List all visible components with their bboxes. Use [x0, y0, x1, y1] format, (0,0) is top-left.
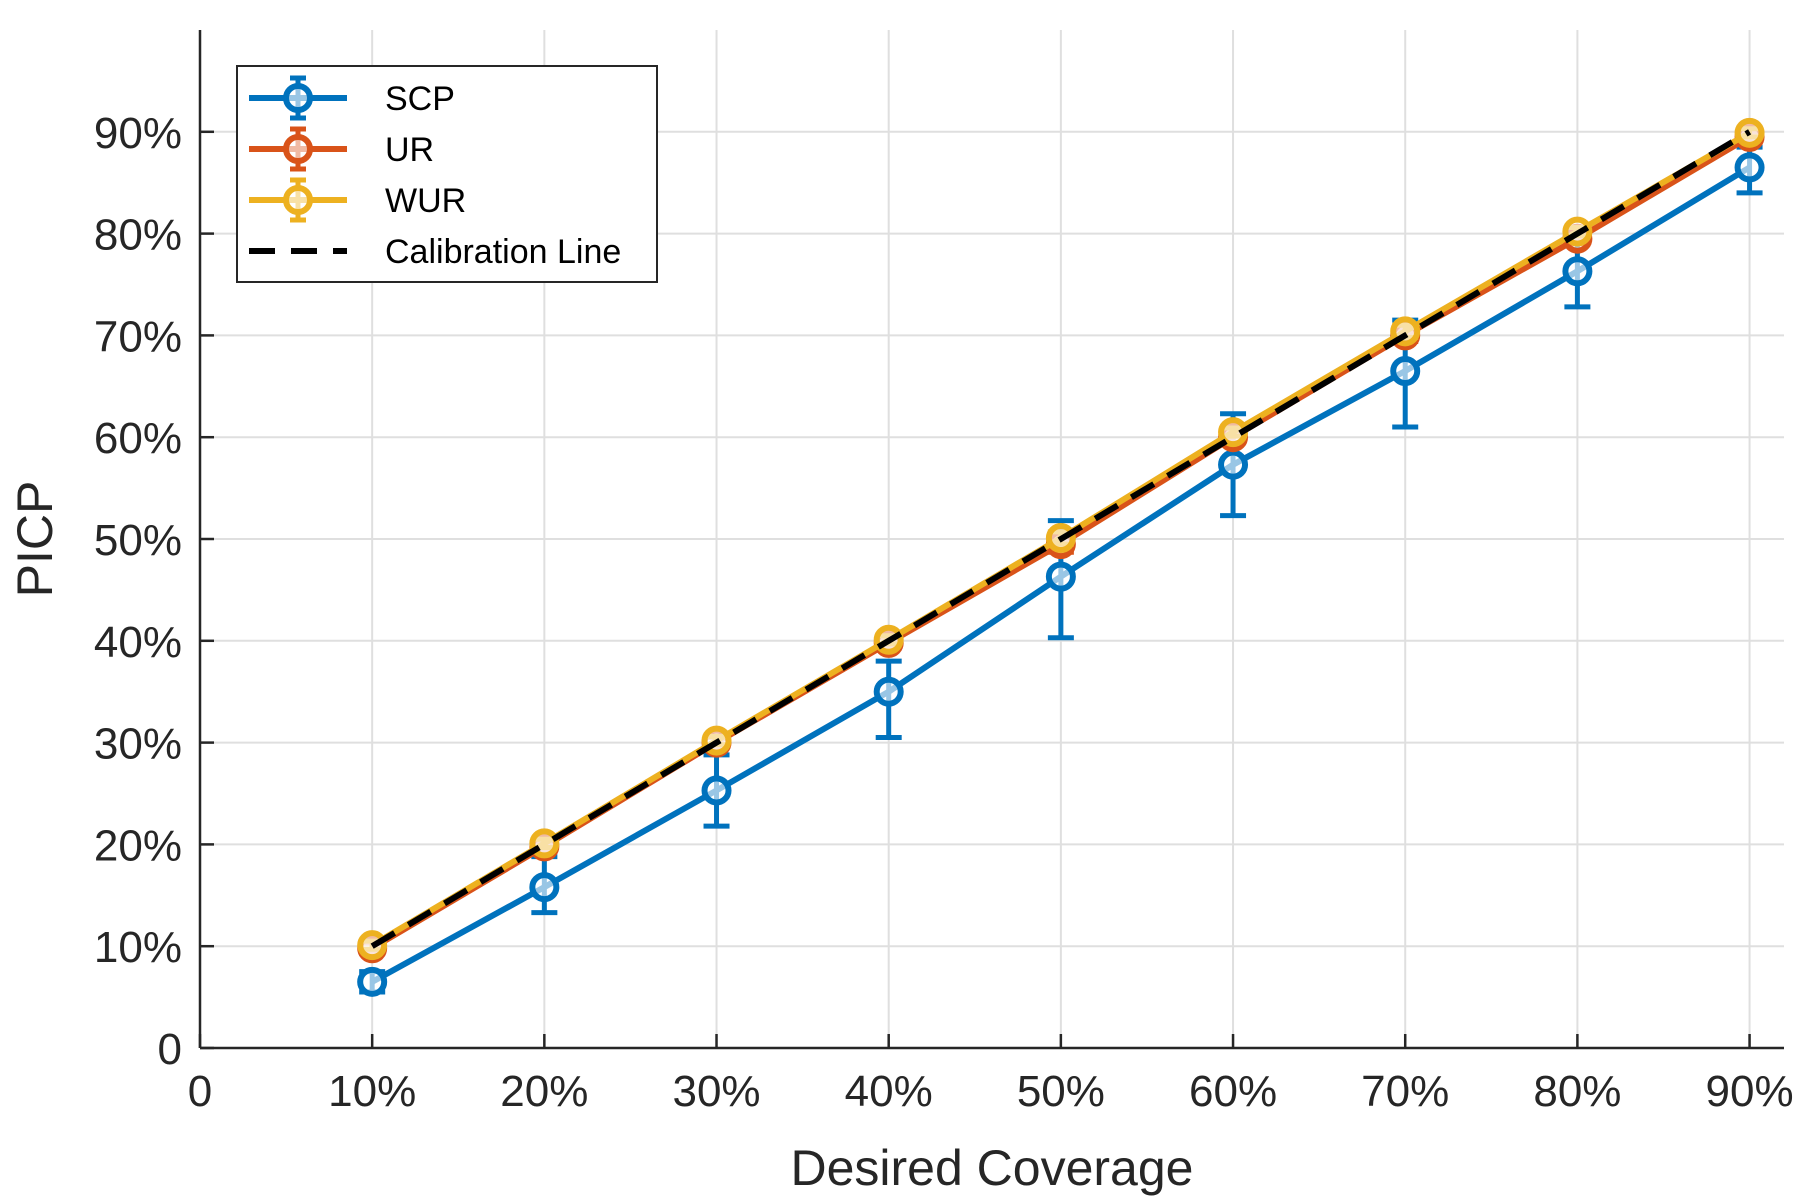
y-axis-label: PICP: [7, 481, 63, 598]
legend-label: UR: [385, 131, 434, 169]
legend: SCP UR WUR Calibration Line: [236, 65, 658, 283]
y-tick-label: 40%: [94, 618, 182, 667]
x-tick-label: 20%: [500, 1067, 588, 1116]
x-tick-label: 0: [188, 1067, 212, 1116]
x-tick-label: 30%: [672, 1067, 760, 1116]
legend-label: Calibration Line: [385, 233, 621, 271]
legend-box: [236, 65, 658, 283]
tick-labels: 0 10% 20% 30% 40% 50% 60% 70% 80% 90% 0 10% 20% 30% 40…: [94, 109, 1794, 1116]
point-scp: [1562, 256, 1593, 287]
x-tick-label: 70%: [1361, 1067, 1449, 1116]
y-tick-label: 30%: [94, 720, 182, 769]
series-scp: [357, 144, 1765, 997]
point-scp: [701, 775, 732, 806]
point-scp: [357, 966, 388, 997]
point-scp: [1218, 449, 1249, 480]
x-tick-label: 40%: [845, 1067, 933, 1116]
point-scp: [1390, 356, 1421, 387]
legend-marker-scp: [283, 83, 313, 113]
y-tick-label: 80%: [94, 211, 182, 260]
legend-marker-ur: [283, 134, 313, 164]
y-tick-label: 10%: [94, 923, 182, 972]
y-tick-label: 90%: [94, 109, 182, 158]
y-tick-label: 70%: [94, 312, 182, 361]
point-scp: [1734, 152, 1765, 183]
point-scp: [1045, 561, 1076, 592]
x-tick-label: 10%: [328, 1067, 416, 1116]
x-axis-label: Desired Coverage: [791, 1140, 1194, 1196]
calibration-line: [370, 129, 1752, 949]
legend-marker-wur: [283, 185, 313, 215]
y-tick-label: 50%: [94, 516, 182, 565]
x-tick-label: 90%: [1706, 1067, 1794, 1116]
y-tick-label: 20%: [94, 821, 182, 870]
point-scp: [873, 676, 904, 707]
grid-lines: [200, 30, 1784, 1048]
x-tick-label: 50%: [1017, 1067, 1105, 1116]
axes: [198, 30, 1784, 1050]
x-tick-label: 80%: [1533, 1067, 1621, 1116]
y-tick-label: 60%: [94, 414, 182, 463]
point-scp: [529, 872, 560, 903]
calibration-line-layer: [370, 129, 1752, 949]
x-tick-label: 60%: [1189, 1067, 1277, 1116]
legend-label: SCP: [385, 80, 455, 118]
y-tick-label: 0: [158, 1025, 182, 1074]
legend-label: WUR: [385, 182, 466, 220]
